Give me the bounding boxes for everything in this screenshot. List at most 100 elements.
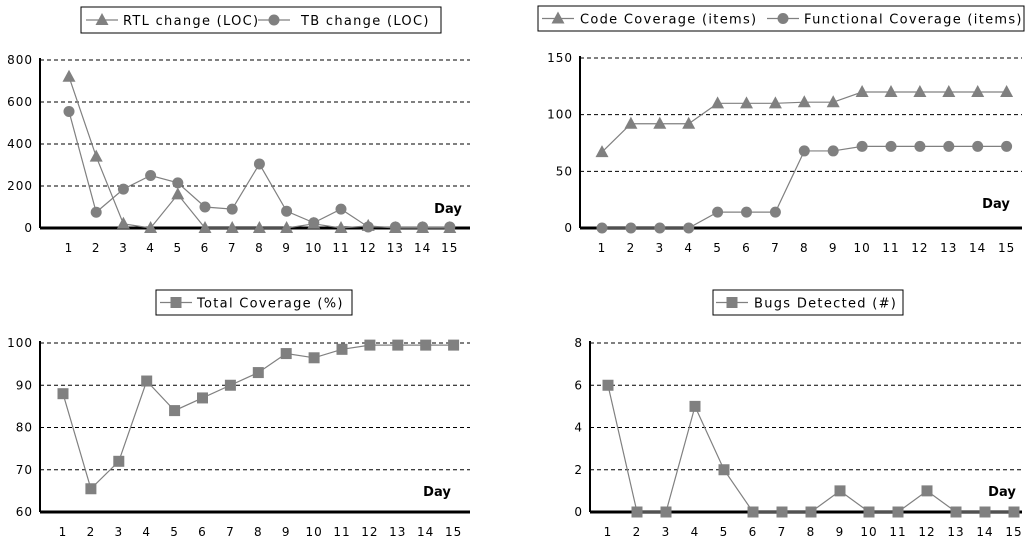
legend-entry: TB change (LOC) <box>300 14 430 29</box>
legend-entry: Total Coverage (%) <box>196 297 344 312</box>
data-point <box>389 221 401 233</box>
data-point <box>625 222 637 234</box>
x-tick-label: 13 <box>387 241 404 255</box>
data-point <box>141 375 153 387</box>
legend-marker <box>268 14 280 26</box>
data-point <box>113 455 125 467</box>
x-tick-label: 6 <box>749 525 758 539</box>
data-point <box>689 400 701 412</box>
data-point <box>711 96 725 109</box>
x-tick-label: 7 <box>771 241 780 255</box>
x-tick-label: 9 <box>829 241 838 255</box>
data-point <box>921 485 933 497</box>
data-point <box>420 339 432 351</box>
data-point <box>892 506 904 518</box>
x-tick-label: 4 <box>142 525 151 539</box>
data-point <box>654 222 666 234</box>
data-point <box>769 206 781 218</box>
data-point <box>281 205 293 217</box>
x-tick-label: 2 <box>87 525 96 539</box>
x-tick-label: 9 <box>282 241 291 255</box>
x-tick-label: 14 <box>969 241 986 255</box>
x-tick-label: 13 <box>947 525 964 539</box>
data-point <box>972 140 984 152</box>
x-tick-label: 15 <box>445 525 462 539</box>
series-line <box>602 145 1007 229</box>
x-tick-label: 10 <box>305 525 322 539</box>
data-point <box>308 352 320 364</box>
data-point <box>1000 85 1014 97</box>
data-point <box>336 343 348 355</box>
x-tick-label: 8 <box>255 241 264 255</box>
data-point <box>798 145 810 157</box>
data-point <box>252 367 264 379</box>
x-tick-label: 8 <box>807 525 816 539</box>
data-point <box>768 96 782 109</box>
data-point <box>199 201 211 213</box>
data-point <box>197 392 208 404</box>
y-tick-label: 150 <box>547 51 573 65</box>
series-1 <box>57 339 460 495</box>
x-tick-label: 15 <box>441 241 458 255</box>
data-point <box>943 140 955 152</box>
x-axis-label: Day <box>423 485 451 500</box>
data-point <box>62 69 76 82</box>
data-point <box>90 206 102 218</box>
data-point <box>444 221 456 233</box>
data-point <box>280 221 294 233</box>
series-line <box>62 344 454 490</box>
x-tick-label: 13 <box>940 241 957 255</box>
x-tick-label: 11 <box>882 241 899 255</box>
data-point <box>863 506 875 518</box>
x-tick-label: 8 <box>800 241 809 255</box>
y-tick-label: 200 <box>7 179 33 193</box>
x-tick-label: 12 <box>918 525 935 539</box>
data-point <box>740 96 753 109</box>
x-tick-label: 1 <box>598 241 607 255</box>
y-tick-label: 2 <box>574 463 583 477</box>
y-tick-label: 100 <box>547 108 573 122</box>
data-point <box>631 506 643 518</box>
data-point <box>683 222 695 234</box>
y-tick-label: 90 <box>16 378 33 392</box>
data-point <box>117 183 129 195</box>
x-tick-label: 4 <box>691 525 700 539</box>
data-point <box>252 221 266 233</box>
series-1 <box>595 85 1014 158</box>
series-line <box>607 385 1014 513</box>
x-tick-label: 2 <box>633 525 642 539</box>
data-point <box>144 221 158 233</box>
x-tick-label: 15 <box>998 241 1015 255</box>
data-point <box>942 85 956 97</box>
series-line <box>68 76 450 229</box>
x-tick-label: 14 <box>976 525 993 539</box>
data-point <box>653 116 667 129</box>
x-axis-label: Day <box>982 197 1010 212</box>
data-point <box>417 221 429 233</box>
data-point <box>826 95 840 108</box>
data-point <box>169 405 181 417</box>
x-tick-label: 11 <box>332 241 349 255</box>
y-tick-label: 600 <box>7 95 33 109</box>
data-point <box>595 145 609 158</box>
y-tick-label: 4 <box>574 421 583 435</box>
x-tick-label: 5 <box>170 525 179 539</box>
data-point <box>718 464 730 476</box>
data-point <box>884 85 898 97</box>
y-tick-label: 60 <box>16 505 33 519</box>
data-point <box>747 506 759 518</box>
series-1 <box>602 379 1020 518</box>
x-tick-label: 6 <box>198 525 207 539</box>
legend: Code Coverage (items) Functional Coverage… <box>537 5 1025 32</box>
data-point <box>712 206 724 218</box>
x-tick-label: 9 <box>836 525 845 539</box>
data-point <box>913 85 927 97</box>
data-point <box>979 506 991 518</box>
data-point <box>364 339 376 351</box>
data-point <box>741 206 752 218</box>
data-point <box>57 388 69 400</box>
x-tick-label: 3 <box>655 241 664 255</box>
x-tick-label: 9 <box>282 525 291 539</box>
